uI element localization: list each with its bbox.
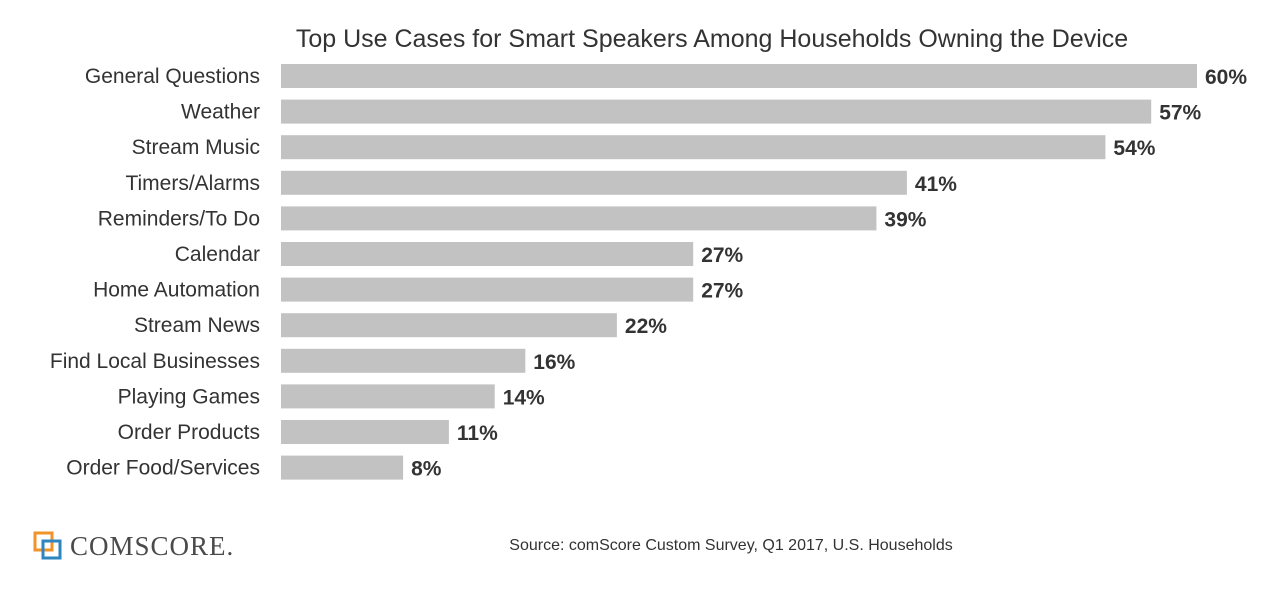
category-label: Stream News xyxy=(134,314,260,337)
bar xyxy=(281,455,404,480)
category-label: Home Automation xyxy=(93,279,260,302)
chart-title: Top Use Cases for Smart Speakers Among H… xyxy=(296,25,1128,53)
bars-layer: General Questions 60% Weather 57% Stream Mus… xyxy=(50,64,1247,481)
category-label: Order Food/Services xyxy=(66,457,260,480)
data-label: 8% xyxy=(411,458,442,481)
category-label: Reminders/To Do xyxy=(98,207,260,230)
category-label: Timers/Alarms xyxy=(125,172,260,195)
comscore-logo: COMSCORE. xyxy=(33,531,234,561)
comscore-logo-mark-icon xyxy=(33,531,62,560)
data-label: 27% xyxy=(701,244,743,267)
category-label: Calendar xyxy=(175,243,260,266)
data-label: 22% xyxy=(625,315,667,338)
data-label: 39% xyxy=(884,208,926,231)
data-label: 57% xyxy=(1159,102,1201,125)
bar xyxy=(281,348,526,373)
bar xyxy=(281,64,1197,88)
bar xyxy=(281,135,1106,160)
category-label: Stream Music xyxy=(132,136,260,159)
category-label: Order Products xyxy=(118,421,260,444)
data-label: 41% xyxy=(915,173,957,196)
data-label: 54% xyxy=(1113,137,1155,160)
bar xyxy=(281,170,907,195)
data-label: 16% xyxy=(533,351,575,374)
bar xyxy=(281,99,1152,124)
bar xyxy=(281,206,877,231)
data-label: 60% xyxy=(1205,66,1247,89)
data-label: 11% xyxy=(457,422,498,445)
source-text: Source: comScore Custom Survey, Q1 2017,… xyxy=(509,537,952,554)
logo-text: COMSCORE. xyxy=(70,531,234,561)
category-label: General Questions xyxy=(85,65,260,88)
category-label: Playing Games xyxy=(118,385,260,408)
bar xyxy=(281,242,694,266)
bar xyxy=(281,420,449,444)
data-label: 14% xyxy=(503,386,545,409)
bar xyxy=(281,277,694,302)
bar xyxy=(281,384,495,409)
bar xyxy=(281,313,617,338)
category-label: Find Local Businesses xyxy=(50,350,260,373)
data-label: 27% xyxy=(701,280,743,303)
category-label: Weather xyxy=(181,101,260,124)
